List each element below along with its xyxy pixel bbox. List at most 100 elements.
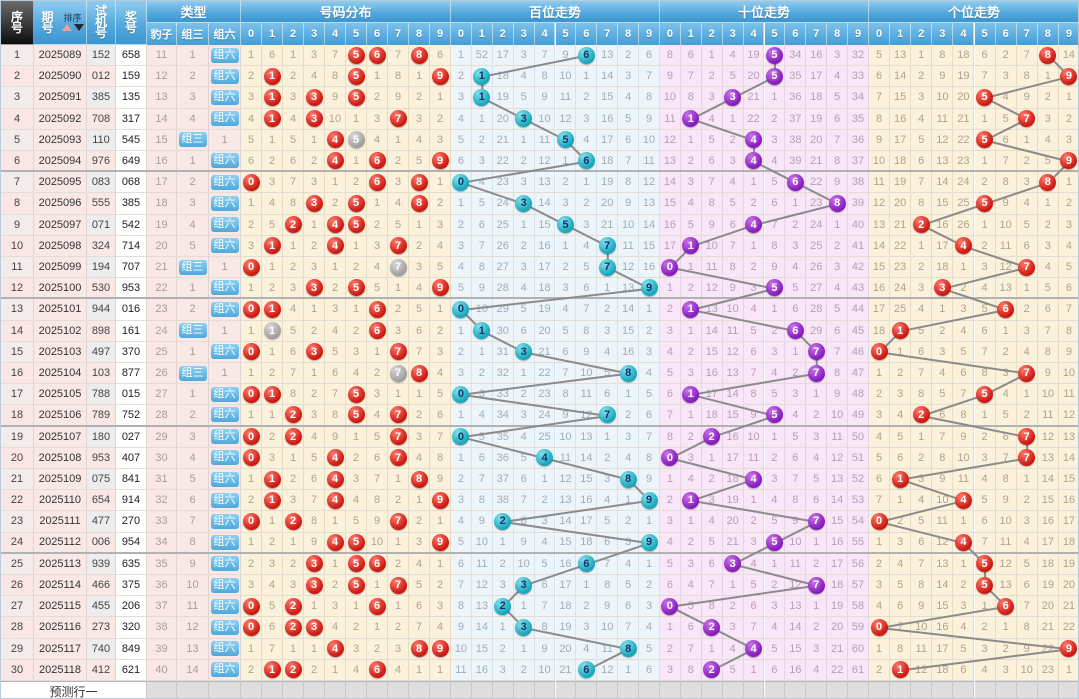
sort-control[interactable]: 排序 [61,13,84,31]
digit-header-unit-3: 3 [932,23,954,45]
ten-cell: 3 [764,596,786,617]
hundred-cell: 6 [513,320,535,341]
table-row: 3 2025091 385 135 13 3 组六 3 1 3 3 9 5 2 9 2 1 3 1 19 5 9 11 2 15… [1,87,1078,109]
dist-cell: 1 [388,532,409,552]
ten-cell: 24 [806,214,828,235]
dist-cell: 5 [304,447,325,468]
ten-cell: 2 [680,151,702,171]
ten-cell: 2 [785,214,807,235]
repeat-digit-ball: 5 [347,131,365,149]
unit-cell: 7 [890,617,912,638]
unit-cell: 3 [1016,172,1038,193]
ten-cell: 4 [701,108,723,129]
ten-cell: 1 [785,341,807,362]
unit-cell: 3 [1016,320,1038,341]
hundred-cell: 1 [597,426,619,447]
ten-cell: 8 [827,193,849,214]
dist-cell: 9 [367,511,388,532]
unit-cell: 5 [974,129,996,150]
unit-cell: 20 [1037,596,1059,617]
unit-cell: 7 [911,172,933,193]
ten-cell: 14 [701,320,723,341]
cell-baozi-miss: 14 [147,108,177,129]
dist-cell: 2 [304,320,325,341]
dist-prize-ball: 4 [326,237,344,255]
unit-cell: 5 [995,108,1017,129]
unit-cell: 7 [911,553,933,574]
hundred-cell: 27 [492,257,514,278]
ten-cell: 6 [785,447,807,468]
ten-cell: 7 [764,214,786,235]
ten-cell: 11 [701,257,723,278]
ten-cell: 6 [827,320,849,341]
ten-cell: 5 [827,299,849,320]
ten-cell: 22 [806,172,828,193]
ten-prize-ball: 5 [765,533,783,551]
hundred-cell: 3 [513,575,535,596]
type-badge: 组六 [210,429,239,445]
table-row: 8 2025096 555 385 18 3 组六 1 4 8 3 2 5 1 4 8 2 1 5 24 3 14 3 2 20… [1,193,1078,215]
unit-cell: 1 [995,320,1017,341]
unit-cell: 15 [890,87,912,108]
table-row: 4 2025092 708 317 14 4 组六 4 1 4 3 10 1 3 7 3 2 4 1 20 3 10 12 3… [1,108,1078,130]
table-row: 30 2025118 412 621 40 14 组六 2 1 2 2 1 4 6 4 1 1 11 16 3 2 10 2… [1,659,1078,681]
unit-cell: 5 [953,638,975,659]
cell-prize-number: 385 [116,193,147,214]
unit-cell: 1 [1016,278,1038,298]
ten-cell: 5 [722,659,744,680]
table-row: 16 2025104 103 877 26 组三 1 1 2 7 1 6 4 2 7 8 4 3 2 32 1 22 7 10… [1,363,1078,385]
unit-prize-ball: 4 [954,237,972,255]
type-badge: 组六 [210,534,239,550]
sort-desc-icon[interactable] [73,24,84,31]
unit-cell: 1 [974,596,996,617]
cell-baozi-miss: 15 [147,129,177,150]
hundred-cell: 16 [639,257,660,278]
dist-prize-ball: 0 [242,618,260,636]
dist-cell: 2 [283,596,304,617]
dist-cell: 2 [262,426,283,447]
unit-cell: 14 [869,235,891,256]
dist-cell: 1 [283,235,304,256]
dist-cell: 4 [430,235,451,256]
hundred-cell: 6 [639,659,660,680]
unit-cell: 11 [1058,384,1078,405]
unit-cell: 2 [1016,490,1038,511]
unit-cell: 0 [869,341,891,362]
hundred-cell: 6 [639,405,660,425]
dist-prize-ball: 6 [368,152,386,170]
sort-label: 排序 [63,13,82,23]
ten-cell: 1 [680,108,702,129]
cell-baozi-miss: 40 [147,659,177,680]
digit-header-hundred-8: 8 [618,23,640,45]
cell-baozi-miss: 37 [147,596,177,617]
table-row: 23 2025111 477 270 33 7 组六 0 1 2 8 1 5 9 7 2 1 4 9 2 8 3 14 17 5… [1,511,1078,533]
hundred-cell: 1 [471,320,493,341]
dist-cell: 8 [409,172,430,193]
dist-cell: 10 [367,532,388,552]
table-row: 10 2025098 324 714 20 5 组六 3 1 1 2 4 1 3 7 2 4 3 7 26 2 16 1 4 7… [1,235,1078,257]
hundred-prize-ball: 8 [619,364,637,382]
hundred-cell: 4 [513,426,535,447]
hundred-cell: 18 [492,66,514,87]
hundred-cell: 4 [513,278,535,298]
dist-cell: 0 [241,617,262,638]
dist-cell: 6 [409,596,430,617]
ten-cell: 4 [743,299,765,320]
sort-asc-icon[interactable] [61,24,72,31]
ten-cell: 17 [827,553,849,574]
cell-seq: 5 [1,129,34,150]
unit-cell: 1 [869,363,891,384]
ten-cell: 8 [680,87,702,108]
dist-cell: 5 [346,45,367,66]
dist-cell: 3 [241,235,262,256]
unit-cell: 18 [932,257,954,278]
ten-cell: 3 [806,426,828,447]
hundred-cell: 14 [555,511,577,532]
hundred-cell: 1 [471,341,493,362]
unit-cell: 7 [1016,596,1038,617]
unit-cell: 5 [974,490,996,511]
hundred-cell: 6 [471,214,493,235]
ten-cell: 39 [785,151,807,171]
type-badge: 组三 [178,323,207,339]
group-header-tens-trend: 十位走势 [660,1,869,23]
